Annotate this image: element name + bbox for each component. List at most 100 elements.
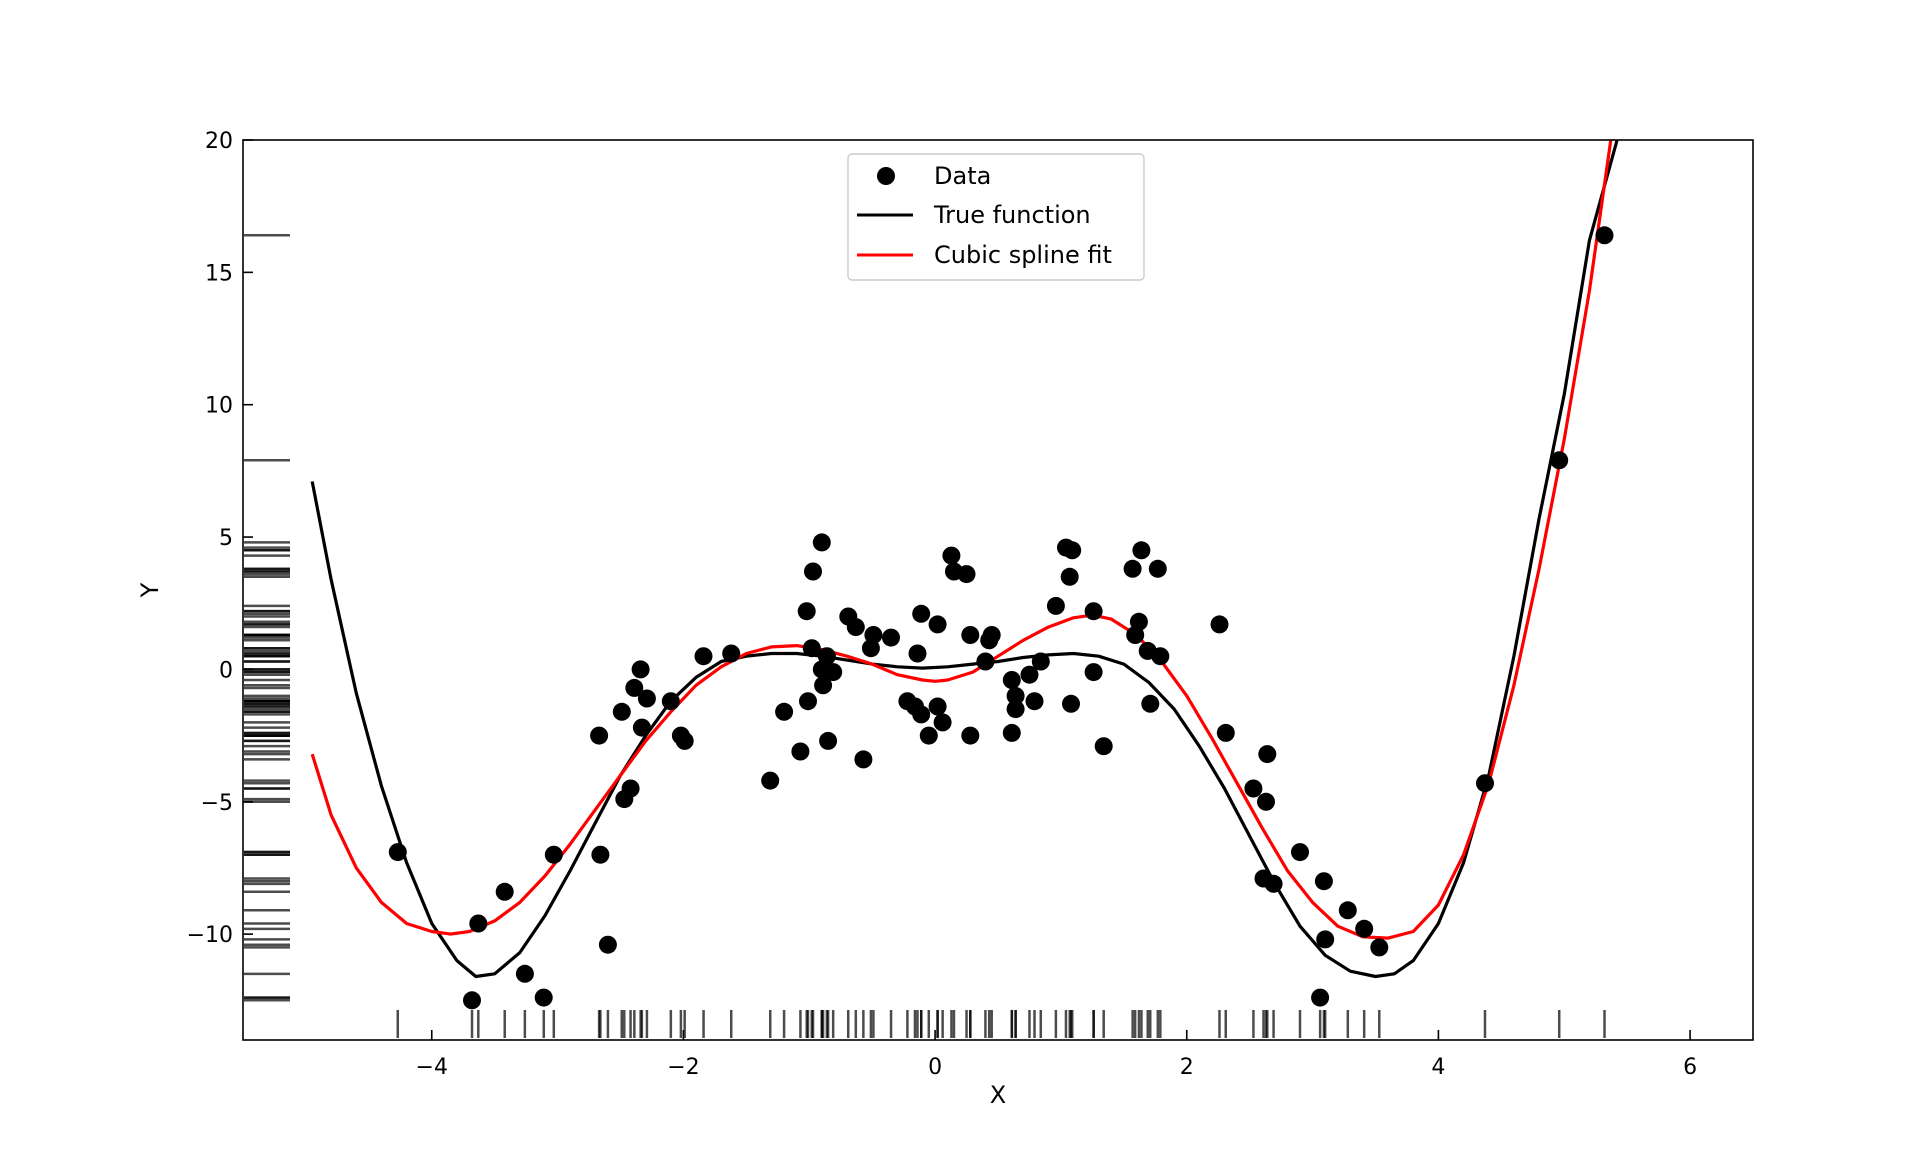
data-point: [1123, 559, 1142, 578]
x-axis-label: X: [990, 1081, 1006, 1109]
data-point: [957, 565, 976, 584]
data-point: [908, 644, 927, 663]
data-point: [1132, 541, 1151, 560]
data-point: [1063, 541, 1082, 560]
legend-marker-data: [877, 167, 895, 185]
data-point: [1264, 874, 1283, 893]
axes-frame: [242, 139, 1754, 1041]
y-tick-label: 5: [219, 526, 233, 551]
data-point: [1311, 988, 1330, 1007]
data-point: [1476, 774, 1494, 793]
data-point: [928, 697, 947, 716]
data-point: [534, 988, 553, 1007]
data-point: [463, 991, 481, 1010]
data-point: [591, 845, 610, 864]
data-point: [1006, 686, 1025, 705]
data-point: [961, 726, 980, 745]
data-point: [1291, 843, 1309, 862]
data-point: [942, 546, 961, 565]
data-point: [824, 663, 843, 682]
data-point: [1216, 723, 1235, 742]
data-point: [761, 771, 780, 790]
y-tick-label: 15: [205, 261, 233, 286]
y-tick-label: −5: [201, 791, 233, 816]
data-point: [1338, 901, 1357, 920]
data-point: [1006, 700, 1025, 719]
legend: Data True function Cubic spline fit: [847, 153, 1145, 281]
data-point: [1002, 723, 1021, 742]
data-point: [854, 750, 873, 769]
axis-ticks: −4 −2 0 2 4 6 −10 −5 0 5 10 15 20: [187, 129, 1698, 1080]
data-point: [817, 647, 836, 666]
data-point: [1257, 792, 1275, 811]
data-point: [625, 678, 644, 697]
data-point: [933, 713, 952, 732]
x-tick-label: −2: [667, 1055, 699, 1080]
y-axis-label: Y: [136, 582, 164, 598]
data-point: [812, 533, 831, 552]
data-point: [1314, 872, 1333, 891]
data-point: [675, 731, 694, 750]
data-point: [469, 914, 488, 933]
data-point: [1355, 919, 1374, 938]
data-point: [814, 676, 833, 695]
data-point: [637, 689, 656, 708]
data-point: [1094, 737, 1113, 756]
data-point: [1025, 692, 1044, 711]
data-point: [1258, 745, 1277, 764]
x-tick-label: 6: [1683, 1055, 1697, 1080]
data-point: [1002, 671, 1021, 689]
y-tick-label: −10: [187, 923, 233, 948]
x-tick-label: −4: [416, 1055, 448, 1080]
data-point: [1060, 567, 1079, 586]
data-point: [919, 726, 938, 745]
data-point: [1210, 615, 1229, 634]
data-point: [1151, 647, 1170, 666]
y-tick-label: 10: [205, 394, 233, 419]
data-point: [1595, 226, 1614, 245]
data-point: [912, 604, 931, 623]
data-point: [775, 702, 794, 721]
x-tick-label: 0: [928, 1055, 942, 1080]
data-point: [1062, 694, 1080, 713]
legend-entry-data: Data: [934, 162, 991, 190]
data-point: [797, 602, 816, 621]
data-point: [846, 618, 865, 637]
data-point: [928, 615, 947, 634]
data-point: [1031, 652, 1050, 671]
data-point: [694, 647, 713, 666]
data-point: [1141, 694, 1160, 713]
data-point: [632, 718, 651, 737]
data-point: [912, 705, 931, 724]
data-point: [791, 742, 810, 761]
series-line-true-function: [310, 140, 1619, 979]
plot-area: [310, 140, 1619, 1010]
data-point: [1020, 665, 1039, 684]
x-tick-label: 4: [1431, 1055, 1445, 1080]
data-point: [982, 626, 1001, 644]
x-tick-label: 2: [1180, 1055, 1194, 1080]
data-point: [722, 644, 741, 663]
legend-box: [847, 153, 1145, 281]
data-point: [1046, 596, 1065, 615]
data-point: [631, 660, 650, 679]
legend-entry-true-function: True function: [933, 201, 1091, 229]
data-point: [976, 652, 995, 671]
data-point: [1370, 938, 1389, 957]
data-point: [1244, 779, 1263, 798]
data-point: [961, 626, 980, 644]
data-point: [804, 562, 822, 581]
data-point: [1316, 930, 1335, 949]
data-point: [612, 702, 631, 721]
data-point: [661, 692, 680, 711]
data-point: [802, 639, 821, 658]
data-point: [799, 692, 817, 711]
data-point: [515, 964, 534, 983]
data-point: [1084, 663, 1103, 682]
data-point: [1550, 451, 1569, 470]
data-point: [819, 731, 838, 750]
data-point: [544, 845, 563, 864]
y-tick-label: 0: [219, 658, 233, 683]
legend-entry-cubic-spline-fit: Cubic spline fit: [934, 241, 1112, 269]
